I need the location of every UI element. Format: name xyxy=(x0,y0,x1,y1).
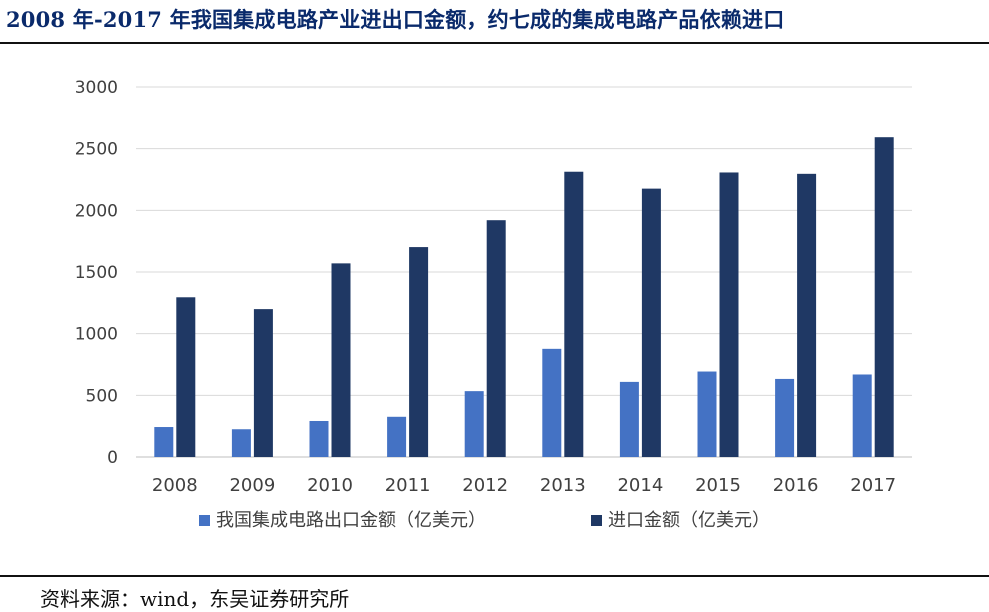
export-bar-2016 xyxy=(775,379,794,457)
grid-lines xyxy=(136,87,912,457)
chart-area: 0 500 1000 1500 2000 2500 3000 2008 2009 2010 201… xyxy=(0,44,989,574)
import-bar-2009 xyxy=(254,309,273,457)
x-tick-label: 2014 xyxy=(617,475,663,496)
export-bar-2008 xyxy=(154,427,173,457)
legend-label-1: 进口金额（亿美元） xyxy=(608,510,770,531)
x-tick-label: 2016 xyxy=(773,475,819,496)
source-note: 资料来源：wind，东吴证券研究所 xyxy=(40,583,349,612)
legend-label-0: 我国集成电路出口金额（亿美元） xyxy=(216,510,486,531)
y-axis: 0 500 1000 1500 2000 2500 3000 xyxy=(75,78,118,468)
y-tick-label: 2500 xyxy=(75,140,118,160)
export-bar-2009 xyxy=(232,429,251,457)
bar-chart: 0 500 1000 1500 2000 2500 3000 2008 2009 2010 201… xyxy=(0,44,989,574)
x-tick-label: 2008 xyxy=(152,475,198,496)
legend-swatch-0 xyxy=(199,515,210,526)
x-tick-label: 2011 xyxy=(385,475,431,496)
import-bar-2014 xyxy=(642,189,661,457)
x-tick-label: 2012 xyxy=(462,475,508,496)
import-bar-2012 xyxy=(487,220,506,457)
y-tick-label: 3000 xyxy=(75,78,118,98)
import-bar-2013 xyxy=(564,172,583,457)
import-bar-2010 xyxy=(332,263,351,457)
export-bar-2012 xyxy=(465,391,484,457)
x-tick-label: 2017 xyxy=(850,475,896,496)
import-bar-2008 xyxy=(176,297,195,457)
y-tick-label: 500 xyxy=(86,386,118,406)
x-tick-label: 2009 xyxy=(229,475,275,496)
export-bar-2013 xyxy=(542,349,561,457)
x-tick-label: 2013 xyxy=(540,475,586,496)
y-tick-label: 1500 xyxy=(75,263,118,283)
import-bar-2016 xyxy=(797,174,816,457)
export-bar-2010 xyxy=(310,421,329,457)
x-tick-label: 2015 xyxy=(695,475,741,496)
export-bar-2017 xyxy=(853,374,872,457)
y-tick-label: 0 xyxy=(107,448,118,468)
legend: 我国集成电路出口金额（亿美元） 进口金额（亿美元） xyxy=(199,510,770,531)
bars xyxy=(154,137,893,457)
footer-divider xyxy=(0,575,989,577)
chart-title: 2008 年-2017 年我国集成电路产业进出口金额，约七成的集成电路产品依赖进… xyxy=(6,4,984,38)
legend-swatch-1 xyxy=(591,515,602,526)
export-bar-2011 xyxy=(387,417,406,457)
y-tick-label: 1000 xyxy=(75,325,118,345)
export-bar-2014 xyxy=(620,382,639,457)
x-axis: 2008 2009 2010 2011 2012 2013 2014 2015 2016 2017 xyxy=(152,475,896,496)
y-tick-label: 2000 xyxy=(75,201,118,221)
x-tick-label: 2010 xyxy=(307,475,353,496)
export-bar-2015 xyxy=(698,372,717,457)
import-bar-2015 xyxy=(720,172,739,457)
import-bar-2011 xyxy=(409,247,428,457)
import-bar-2017 xyxy=(875,137,894,457)
